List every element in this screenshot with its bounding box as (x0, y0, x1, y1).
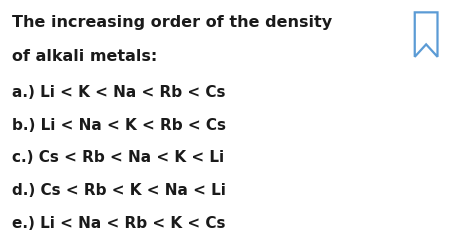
Text: a.) Li < K < Na < Rb < Cs: a.) Li < K < Na < Rb < Cs (12, 85, 225, 100)
Text: The increasing order of the density: The increasing order of the density (12, 15, 332, 30)
Text: d.) Cs < Rb < K < Na < Li: d.) Cs < Rb < K < Na < Li (12, 183, 226, 198)
Text: c.) Cs < Rb < Na < K < Li: c.) Cs < Rb < Na < K < Li (12, 150, 224, 165)
Text: e.) Li < Na < Rb < K < Cs: e.) Li < Na < Rb < K < Cs (12, 216, 225, 231)
Text: of alkali metals:: of alkali metals: (12, 49, 157, 64)
Text: b.) Li < Na < K < Rb < Cs: b.) Li < Na < K < Rb < Cs (12, 118, 226, 133)
